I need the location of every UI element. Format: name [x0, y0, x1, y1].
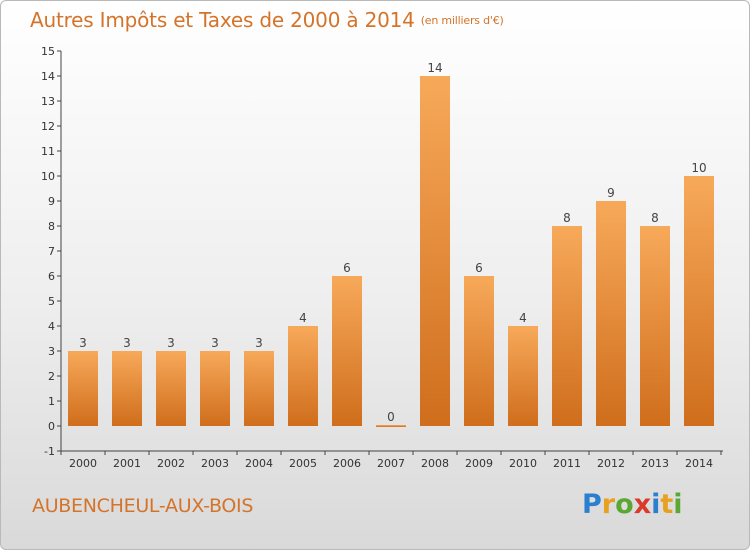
logo-letter: i [673, 489, 683, 520]
bar-2013[interactable] [640, 226, 670, 426]
data-label-2011: 8 [563, 211, 571, 225]
x-tick-label: 2005 [289, 457, 317, 470]
y-tick-label: 15 [41, 45, 55, 58]
x-tick-label: 2014 [685, 457, 713, 470]
data-label-2008: 14 [427, 61, 442, 75]
y-tick-label: 0 [48, 420, 55, 433]
y-tick-label: 9 [48, 195, 55, 208]
bar-2006[interactable] [332, 276, 362, 426]
bar-2014[interactable] [684, 176, 714, 426]
y-tick-label: 2 [48, 370, 55, 383]
logo-letter: r [601, 489, 616, 520]
data-label-2009: 6 [475, 261, 483, 275]
bar-2005[interactable] [288, 326, 318, 426]
logo-letter: i [651, 489, 661, 520]
bar-2010[interactable] [508, 326, 538, 426]
bar-2003[interactable] [200, 351, 230, 426]
data-label-2010: 4 [519, 311, 527, 325]
data-label-2007: 0 [387, 410, 395, 424]
data-label-2000: 3 [79, 336, 87, 350]
bar-2004[interactable] [244, 351, 274, 426]
bar-2008[interactable] [420, 76, 450, 426]
x-tick-label: 2010 [509, 457, 537, 470]
logo-letter: t [660, 489, 674, 520]
bar-2001[interactable] [112, 351, 142, 426]
data-label-2006: 6 [343, 261, 351, 275]
x-tick-label: 2013 [641, 457, 669, 470]
x-tick-label: 2001 [113, 457, 141, 470]
x-tick-label: 2012 [597, 457, 625, 470]
y-tick-label: 1 [48, 395, 55, 408]
y-tick-label: 3 [48, 345, 55, 358]
logo-letter: x [633, 489, 652, 520]
proxiti-logo[interactable]: Proxiti [582, 489, 683, 520]
x-tick-label: 2002 [157, 457, 185, 470]
data-label-2005: 4 [299, 311, 307, 325]
y-tick-label: -1 [44, 445, 55, 458]
bar-2012[interactable] [596, 201, 626, 426]
y-tick-label: 12 [41, 120, 55, 133]
y-tick-label: 8 [48, 220, 55, 233]
x-tick-label: 2000 [69, 457, 97, 470]
bar-2000[interactable] [68, 351, 98, 426]
data-label-2001: 3 [123, 336, 131, 350]
logo-letter: P [582, 489, 602, 520]
x-tick-label: 2006 [333, 457, 361, 470]
chart-title: Autres Impôts et Taxes de 2000 à 2014 (en… [30, 8, 504, 32]
data-label-2012: 9 [607, 186, 615, 200]
y-tick-label: 14 [41, 70, 55, 83]
y-tick-label: 13 [41, 95, 55, 108]
y-tick-label: 5 [48, 295, 55, 308]
x-tick-label: 2003 [201, 457, 229, 470]
data-label-2003: 3 [211, 336, 219, 350]
y-tick-label: 10 [41, 170, 55, 183]
x-tick-label: 2007 [377, 457, 405, 470]
y-tick-label: 11 [41, 145, 55, 158]
y-tick-label: 6 [48, 270, 55, 283]
x-tick-label: 2011 [553, 457, 581, 470]
commune-name: AUBENCHEUL-AUX-BOIS [32, 495, 254, 517]
unit-label: (en milliers d'€) [420, 14, 504, 27]
data-label-2004: 3 [255, 336, 263, 350]
title-text: Autres Impôts et Taxes de 2000 à 2014 [30, 8, 415, 32]
bar-2002[interactable] [156, 351, 186, 426]
logo-letter: o [615, 489, 634, 520]
x-tick-label: 2004 [245, 457, 273, 470]
bar-2009[interactable] [464, 276, 494, 426]
y-tick-label: 4 [48, 320, 55, 333]
x-tick-label: 2008 [421, 457, 449, 470]
bar-2011[interactable] [552, 226, 582, 426]
x-tick-label: 2009 [465, 457, 493, 470]
y-tick-label: 7 [48, 245, 55, 258]
data-label-2014: 10 [691, 161, 706, 175]
data-label-2013: 8 [651, 211, 659, 225]
data-label-2002: 3 [167, 336, 175, 350]
bar-2007[interactable] [376, 425, 406, 427]
